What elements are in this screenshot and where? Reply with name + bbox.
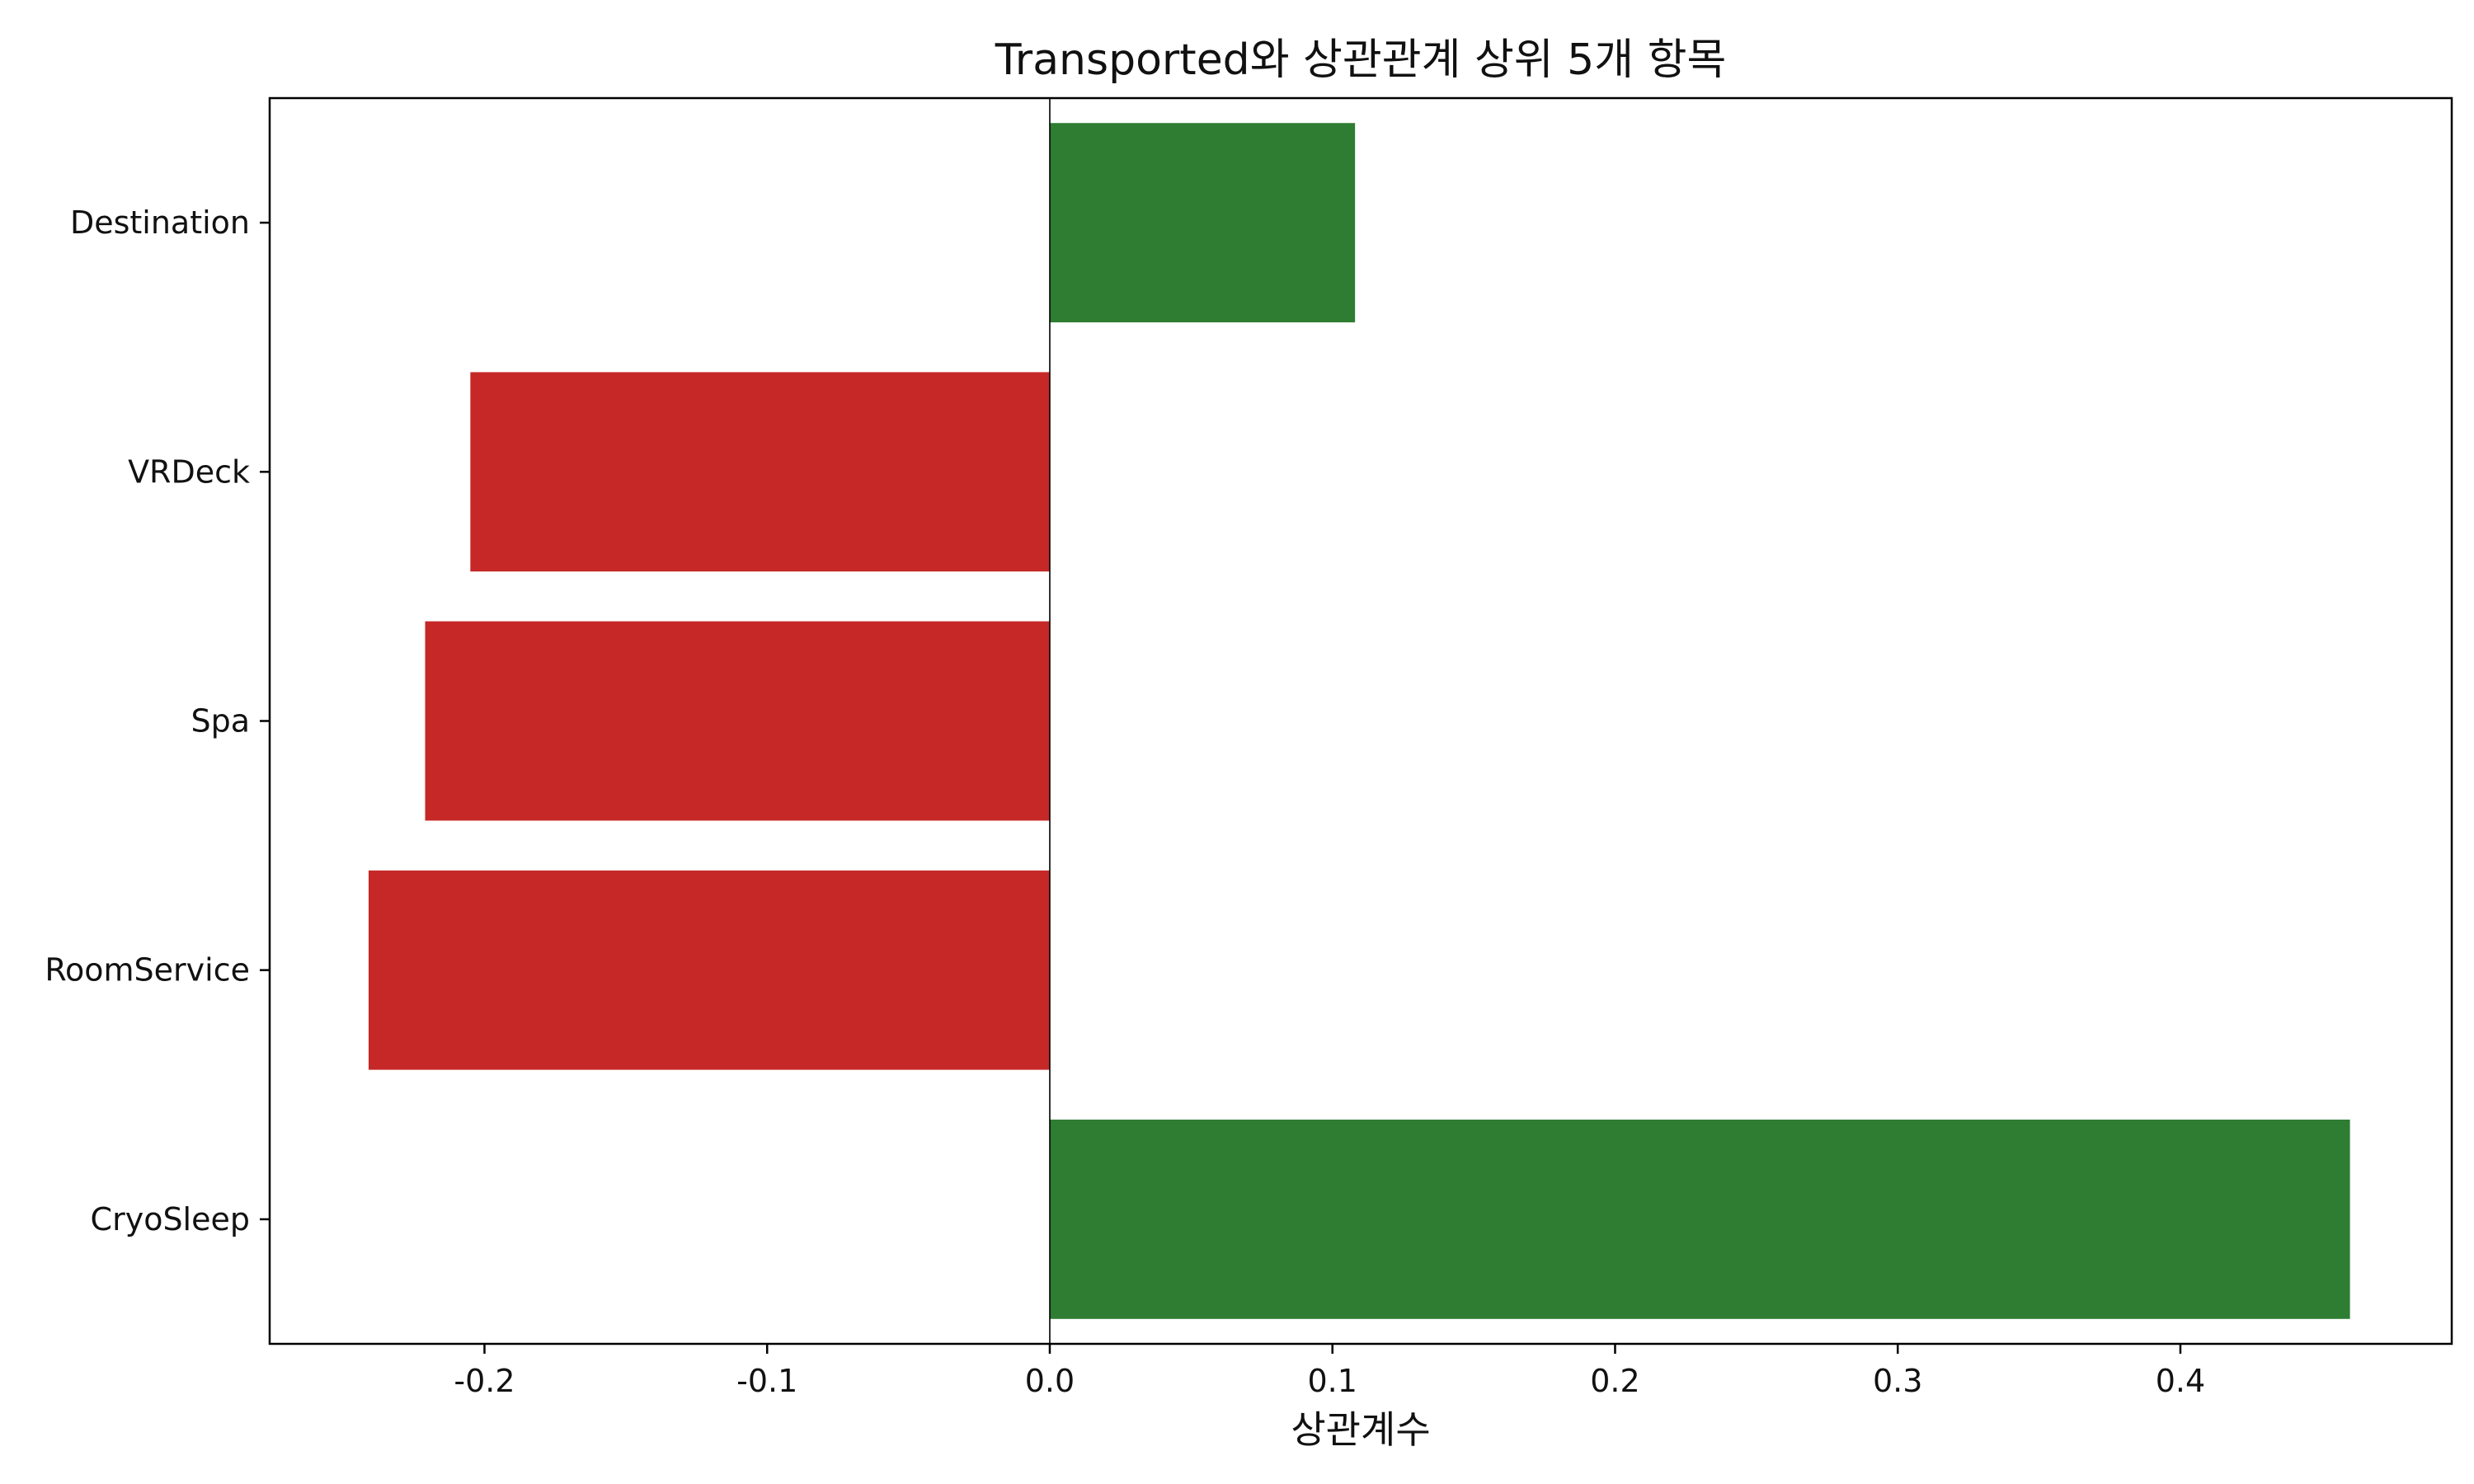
x-tick-label: -0.1: [736, 1363, 797, 1399]
x-tick-label: 0.2: [1590, 1363, 1639, 1399]
chart-title: Transported와 상관관계 상위 5개 항목: [995, 35, 1727, 85]
bars-group: [368, 123, 2350, 1319]
bar-vrdeck: [470, 372, 1050, 572]
y-tick-label: CryoSleep: [91, 1201, 250, 1237]
y-tick-label: Spa: [190, 703, 250, 740]
y-tick-label: Destination: [70, 204, 250, 241]
bar-destination: [1049, 123, 1356, 322]
y-tick-label: RoomService: [45, 952, 250, 989]
x-axis: -0.2 -0.1 0.0 0.1 0.2 0.3 0.4: [454, 1344, 2205, 1399]
y-tick-label: VRDeck: [128, 453, 250, 490]
x-tick-label: 0.3: [1873, 1363, 1922, 1399]
bar-spa: [425, 621, 1050, 821]
x-tick-label: 0.1: [1308, 1363, 1357, 1399]
bar-roomservice: [368, 870, 1050, 1070]
x-tick-label: 0.4: [2156, 1363, 2205, 1399]
x-axis-title: 상관계수: [1291, 1407, 1430, 1452]
bar-cryosleep: [1049, 1120, 2350, 1319]
y-axis: Destination VRDeck Spa RoomService CryoSleep: [45, 204, 270, 1237]
x-tick-label: -0.2: [454, 1363, 515, 1399]
x-tick-label: 0.0: [1025, 1363, 1075, 1399]
